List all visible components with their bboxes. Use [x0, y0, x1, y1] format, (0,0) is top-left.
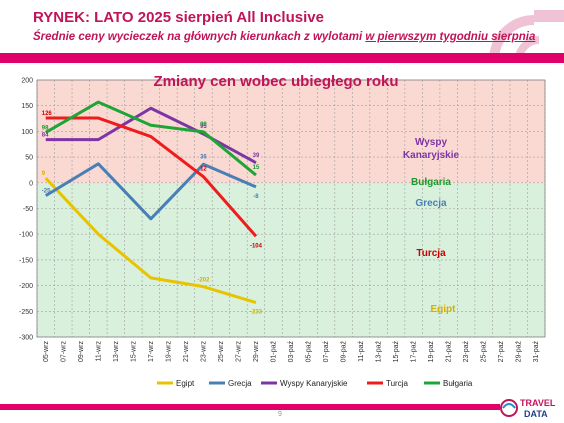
x-tick-label: 29-paź: [516, 341, 523, 363]
page-subtitle: Średnie ceny wycieczek na głównych kieru…: [33, 31, 535, 43]
data-label: -202: [197, 278, 210, 284]
data-label: -233: [250, 310, 263, 316]
page-title: RYNEK: LATO 2025 sierpień All Inclusive: [33, 9, 324, 26]
x-tick-label: 15-paź: [393, 341, 400, 363]
data-label: -104: [250, 243, 263, 249]
x-tick-label: 23-wrz: [200, 341, 207, 363]
x-tick-label: 31-paź: [533, 341, 540, 363]
x-tick-label: 17-paź: [411, 341, 418, 363]
legend-label: Grecja: [228, 379, 252, 388]
y-tick-label: 200: [21, 78, 33, 85]
series-line-Turcja: [45, 116, 258, 238]
x-tick-label: 07-paź: [323, 341, 330, 363]
travel-data-logo: TRAVEL DATA: [500, 398, 556, 419]
data-label: 84: [42, 133, 49, 139]
x-tick-label: 09-wrz: [78, 341, 85, 363]
series-side-label: Bułgaria: [411, 177, 451, 188]
y-tick-label: 100: [21, 129, 33, 136]
data-label: 95: [200, 124, 207, 130]
x-tick-label: 13-wrz: [113, 341, 120, 363]
legend-label: Wyspy Kanaryjskie: [280, 379, 348, 388]
x-tick-label: 27-wrz: [235, 341, 242, 363]
data-label: -25: [42, 189, 51, 195]
subtitle-underlined-text: w pierwszym tygodniu sierpnia: [365, 31, 536, 43]
series-side-label: Wyspy: [415, 137, 447, 148]
subtitle-text: Średnie ceny wycieczek na głównych kieru…: [33, 31, 366, 43]
legend-label: Bułgaria: [443, 379, 473, 388]
x-tick-label: 05-wrz: [43, 341, 50, 363]
series-line-Egipt: [44, 177, 257, 304]
series-line-Wyspy Kanaryjskie: [45, 106, 257, 165]
y-tick-label: -200: [19, 283, 33, 290]
data-label: 36: [200, 154, 207, 160]
data-label: 15: [253, 165, 260, 171]
y-tick-label: 0: [29, 180, 33, 187]
x-tick-label: 17-wrz: [148, 341, 155, 363]
x-tick-label: 01-paź: [270, 341, 277, 363]
x-tick-label: 23-paź: [463, 341, 470, 363]
series-line-Bułgaria: [45, 100, 257, 177]
decorative-arcs: [489, 10, 564, 60]
page-number: 9: [278, 411, 282, 418]
x-tick-label: 11-paź: [358, 341, 365, 362]
data-label: 12: [200, 167, 207, 173]
x-tick-label: 03-paź: [288, 341, 295, 363]
x-tick-label: 09-paź: [341, 341, 348, 363]
series-line-Grecja: [44, 162, 257, 221]
x-tick-label: 25-paź: [481, 341, 488, 363]
legend-label: Egipt: [176, 379, 195, 388]
legend-label: Turcja: [386, 379, 408, 388]
y-tick-label: -300: [19, 335, 33, 342]
logo-bottom-text: DATA: [524, 409, 548, 419]
data-label: 98: [42, 125, 49, 131]
x-tick-label: 15-wrz: [130, 341, 137, 363]
data-label: 99: [200, 122, 207, 128]
footer-bar: [0, 404, 500, 410]
data-label: 126: [42, 111, 53, 117]
x-tick-label: 27-paź: [498, 341, 505, 363]
x-tick-label: 05-paź: [306, 341, 313, 363]
data-label: 39: [253, 153, 260, 159]
x-tick-label: 19-paź: [428, 341, 435, 363]
y-tick-label: -50: [23, 206, 33, 213]
data-label: 9: [42, 171, 46, 177]
x-tick-label: 11-wrz: [95, 341, 102, 362]
x-tick-label: 29-wrz: [253, 341, 260, 363]
chart-title: Zmiany cen wobec ubiegłego roku: [153, 73, 398, 90]
y-tick-label: -100: [19, 232, 33, 239]
x-tick-label: 25-wrz: [218, 341, 225, 363]
logo-top-text: TRAVEL: [520, 398, 556, 408]
y-tick-label: 150: [21, 103, 33, 110]
x-tick-label: 07-wrz: [60, 341, 67, 363]
series-side-label: Kanaryjskie: [403, 150, 460, 161]
x-tick-label: 21-wrz: [183, 341, 190, 363]
plot-frame: [36, 79, 546, 338]
x-tick-label: 13-paź: [376, 341, 383, 363]
price-change-chart: 200 150 100 50 0 -50 -100 -150 -200 -250 -300 05-wr…: [19, 73, 546, 388]
x-tick-label: 19-wrz: [165, 341, 172, 363]
series-side-label: Turcja: [416, 248, 446, 259]
series-side-label: Grecja: [415, 198, 447, 209]
data-label: -8: [253, 194, 259, 200]
y-tick-label: 50: [25, 155, 33, 162]
y-tick-label: -250: [19, 309, 33, 316]
header-bar: [0, 53, 564, 63]
series-side-label: Egipt: [431, 304, 457, 315]
x-tick-label: 21-paź: [446, 341, 453, 363]
y-tick-label: -150: [19, 257, 33, 264]
